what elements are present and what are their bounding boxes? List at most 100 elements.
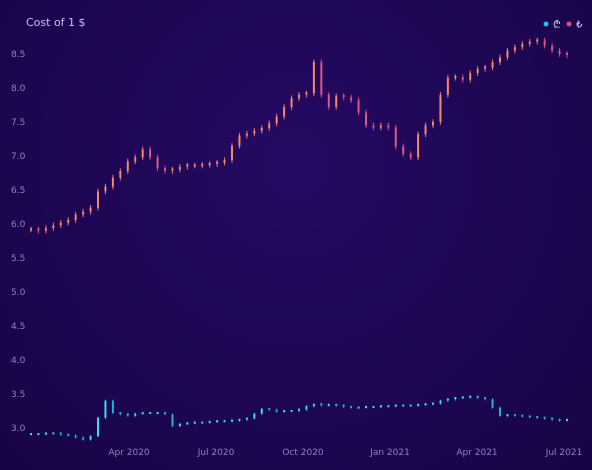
y-tick-label: 8.0 [11,84,26,94]
candle-body [231,419,233,422]
y-tick-label: 7.5 [11,118,25,128]
candle-body [201,421,204,424]
candle-body [543,416,546,419]
candle-body [409,153,412,158]
candle-body [74,435,77,438]
candle-body [30,433,32,436]
candle-body [89,207,92,212]
candle-body [350,405,353,408]
candle-body [469,73,472,80]
candle-body [506,50,509,58]
chart-title: Cost of 1 $ [26,16,86,29]
x-axis: Apr 2020 Jul 2020 Oct 2020 Jan 2021 Apr 2021… [108,448,582,458]
candle-body [119,170,122,178]
candle-body [476,395,479,398]
candle-body [52,432,55,435]
candle-body [305,406,308,410]
candle-body [126,161,129,171]
candle-body [141,412,144,415]
y-tick-label: 5.5 [11,254,25,264]
candle-body [327,403,330,406]
candle-body [67,433,70,436]
candle-body [566,418,568,421]
candle-body [171,168,174,171]
candle-body [186,422,189,425]
candle-body [253,413,256,419]
candle-body [82,437,85,440]
candle-body [379,125,382,128]
candle-body [513,414,516,417]
candle-body [551,417,554,420]
y-tick-label: 8.5 [11,50,25,60]
candle-body [446,77,449,95]
candle-body [484,397,487,400]
candle-body [365,405,367,408]
candle-body [208,420,211,423]
candle-body [402,146,405,154]
candle-body [290,98,293,108]
candle-body [111,177,114,187]
y-tick-label: 5.0 [11,288,26,298]
y-axis: 3.0 3.5 4.0 4.5 5.0 5.5 6.0 6.5 7.0 7.5 8.0 8.5 [11,50,26,434]
candle-body [44,228,47,231]
candle-body [231,145,233,161]
candle-body [223,160,226,163]
candle-body [186,164,189,167]
candle-body [417,134,420,158]
candle-body [134,413,137,416]
candle-body [454,76,457,79]
candle-body [461,396,464,399]
candle-body [126,413,129,416]
candle-body [178,423,181,426]
candle-body [97,191,99,208]
candle-body [82,211,85,215]
y-tick-label: 3.0 [11,424,26,434]
candle-body [111,400,114,414]
candle-body [357,406,360,409]
candle-body [387,405,390,408]
candle-body [283,410,286,412]
candle-body [52,225,55,229]
candle-body [417,403,420,406]
candle-body [156,412,159,415]
candle-body [320,62,323,95]
x-tick-label: Jul 2021 [545,448,583,458]
candle-body [394,404,397,407]
legend-swatch-gel [543,21,549,27]
candle-body [178,166,181,170]
y-tick-label: 6.0 [11,220,26,230]
candle-body [432,402,434,405]
candle-body [260,128,263,131]
candle-body [521,43,524,48]
candle-body [37,228,40,231]
candle-body [484,66,487,69]
candle-body [253,130,256,134]
candle-body [312,62,315,94]
candle-body [424,403,427,406]
candle-body [446,398,449,401]
candle-body [171,414,174,426]
candle-body [372,405,375,408]
candle-body [454,397,457,400]
candle-body [350,97,353,101]
candle-body [283,107,286,117]
candle-body [238,418,241,421]
candle-body [208,163,211,166]
candle-body [260,408,263,414]
candle-body [104,186,107,192]
candle-body [335,403,338,406]
candle-body [476,68,479,74]
candle-body [402,404,405,407]
y-tick-label: 7.0 [11,152,26,162]
candle-body [409,404,412,407]
candle-body [521,414,524,417]
candle-body [223,420,226,423]
y-tick-label: 3.5 [11,390,25,400]
candle-body [141,149,144,158]
candle-body [357,100,360,113]
candle-body [394,127,397,147]
candle-body [149,149,152,158]
candle-body [491,62,494,68]
candle-body [499,57,501,63]
